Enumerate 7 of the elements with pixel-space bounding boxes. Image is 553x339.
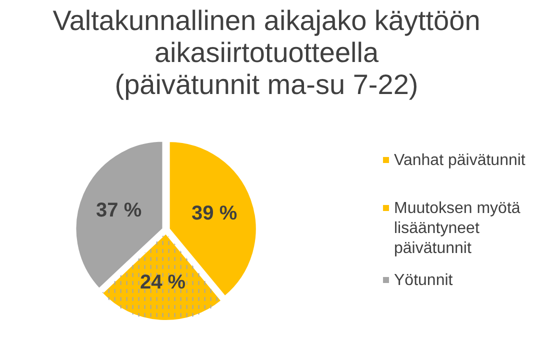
chart-title: Valtakunnallinen aikajako käyttöön aikasiirtotuotteella (päivätunnit ma-su 7-22) [52,5,480,100]
legend-label: Muutoksen myötä lisääntyneet päivätunnit [394,200,520,257]
legend-label: Yötunnit [394,272,454,289]
data-label: 37 % [96,200,142,222]
data-label: 24 % [140,271,186,294]
legend-label: Vanhat päivätunnit [394,152,526,169]
data-label: 39 % [192,202,238,225]
